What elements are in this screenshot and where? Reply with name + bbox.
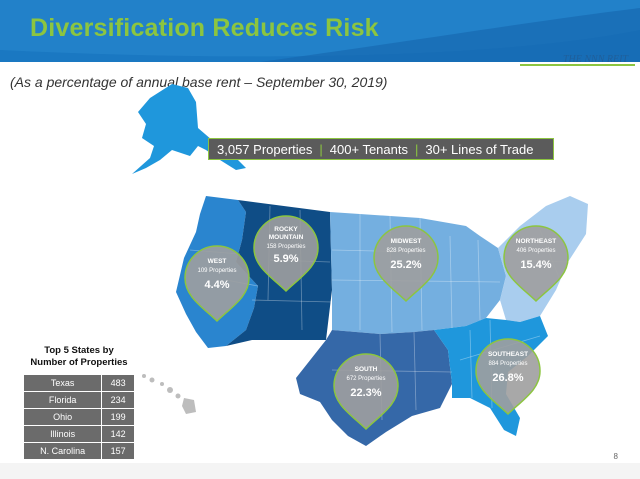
region-percentage: 4.4%	[204, 279, 230, 291]
pin-marker-icon	[333, 353, 399, 431]
region-pin-west: WEST 109 Properties 4.4%	[181, 244, 253, 324]
region-name: WEST	[207, 258, 227, 265]
alaska-shape	[132, 84, 246, 174]
count-cell: 234	[101, 391, 134, 409]
region-properties: 672 Properties	[346, 376, 386, 382]
region-percentage: 5.9%	[273, 253, 299, 265]
subtitle: (As a percentage of annual base rent – S…	[10, 74, 388, 90]
region-pin-midwest: MIDWEST 828 Properties 25.2%	[370, 224, 442, 304]
region-pin-south: SOUTH 672 Properties 22.3%	[330, 352, 402, 432]
state-cell: N. Carolina	[24, 442, 103, 460]
stat-properties: 3,057 Properties	[217, 141, 313, 157]
pin-marker-icon	[184, 245, 250, 323]
region-name: MIDWEST	[390, 238, 422, 245]
region-properties: 406 Properties	[516, 248, 556, 254]
top5-states-panel: Top 5 States by Number of Properties Tex…	[24, 345, 134, 460]
region-pin-northeast: NORTHEAST 406 Properties 15.4%	[500, 224, 572, 304]
count-cell: 199	[101, 408, 134, 426]
hawaii-shape	[142, 374, 196, 414]
count-cell: 483	[101, 375, 134, 392]
pin-marker-icon	[253, 215, 319, 293]
region-pin-southeast: SOUTHEAST 884 Properties 26.8%	[472, 337, 544, 417]
footer-band	[0, 463, 640, 479]
region-percentage: 15.4%	[520, 259, 552, 271]
region-pin-rocky-mountain: ROCKY MOUNTAIN 158 Properties 5.9%	[250, 214, 322, 294]
page-number: 8	[613, 452, 618, 461]
table-row: N. Carolina 157	[24, 442, 134, 460]
pin-marker-icon	[475, 338, 541, 416]
region-properties: 109 Properties	[197, 268, 237, 274]
stat-tenants: 400+ Tenants	[329, 141, 408, 157]
stat-separator: |	[319, 141, 323, 157]
stat-separator: |	[415, 141, 419, 157]
region-name-line2: MOUNTAIN	[268, 234, 304, 241]
state-cell: Ohio	[24, 408, 103, 426]
table-row: Ohio 199	[24, 408, 134, 426]
region-name: NORTHEAST	[515, 238, 557, 245]
count-cell: 157	[101, 442, 134, 460]
region-name-line1: ROCKY	[274, 226, 298, 233]
top5-heading-line1: Top 5 States by	[44, 345, 114, 356]
region-percentage: 26.8%	[492, 372, 524, 384]
pin-marker-icon	[503, 225, 569, 303]
header-swoosh-decoration	[0, 0, 640, 62]
stats-bar: 3,057 Properties | 400+ Tenants | 30+ Li…	[208, 138, 554, 160]
table-row: Illinois 142	[24, 425, 134, 443]
region-percentage: 25.2%	[390, 259, 422, 271]
region-properties: 884 Properties	[488, 361, 528, 367]
top5-heading-line2: Number of Properties	[30, 357, 128, 368]
region-name: SOUTHEAST	[487, 351, 529, 358]
page-title: Diversification Reduces Risk	[30, 14, 379, 42]
state-cell: Florida	[24, 391, 103, 409]
table-row: Texas 483	[24, 375, 134, 392]
logo-underline	[520, 64, 635, 66]
header-banner: Diversification Reduces Risk	[0, 0, 640, 62]
top5-table: Texas 483 Florida 234 Ohio 199 Illinois 142 …	[24, 375, 134, 460]
state-cell: Illinois	[24, 425, 103, 443]
top5-heading: Top 5 States by Number of Properties	[24, 345, 134, 369]
state-cell: Texas	[24, 375, 103, 392]
table-row: Florida 234	[24, 391, 134, 409]
region-percentage: 22.3%	[350, 387, 382, 399]
company-logo: THE NNN REIT	[562, 54, 628, 65]
region-properties: 158 Properties	[266, 244, 306, 250]
pin-marker-icon	[373, 225, 439, 303]
count-cell: 142	[101, 425, 134, 443]
region-name: SOUTH	[354, 366, 378, 373]
region-properties: 828 Properties	[386, 248, 426, 254]
stat-lines-of-trade: 30+ Lines of Trade	[425, 141, 534, 157]
